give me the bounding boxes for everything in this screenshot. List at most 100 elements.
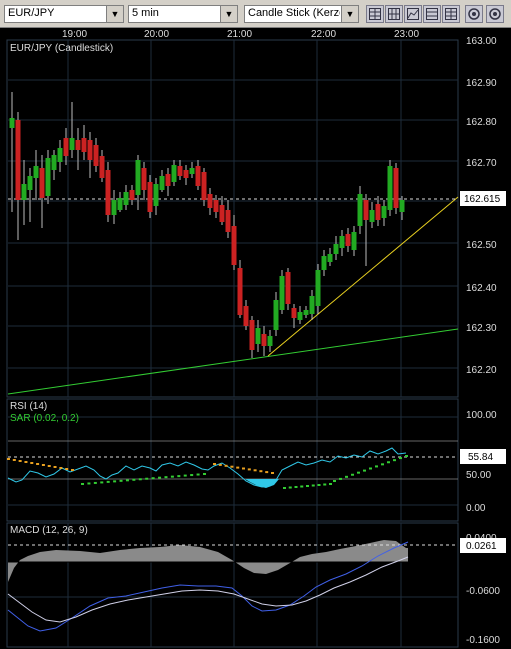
sar-dot (18, 460, 22, 462)
candle-body (147, 182, 153, 212)
candle-body (273, 300, 279, 330)
sar-dot (24, 461, 28, 463)
sar-dot (81, 483, 84, 485)
sar-dot (213, 463, 216, 465)
sar-dots (7, 455, 408, 489)
sar-dot (333, 480, 336, 482)
time-label: 21:00 (227, 29, 252, 40)
candle-body (309, 296, 315, 314)
interval-select[interactable]: 5 min ▼ (128, 5, 238, 23)
candle-body (225, 210, 231, 232)
chart-area[interactable]: 19:00 20:00 21:00 22:00 23:00 EUR/JPY (C… (0, 28, 511, 649)
sar-dot (253, 469, 257, 472)
price-pane-title: EUR/JPY (Candlestick) (10, 43, 113, 54)
candle-body (129, 190, 135, 200)
price-chart[interactable]: 19:00 20:00 21:00 22:00 23:00 EUR/JPY (C… (0, 28, 511, 649)
symbol-select[interactable]: EUR/JPY ▼ (4, 5, 124, 23)
sar-dot (59, 467, 63, 469)
candle-body (375, 204, 381, 220)
grid-toggle-button[interactable] (366, 5, 384, 23)
price-tick: 162.90 (466, 78, 497, 89)
support-trendline[interactable] (7, 328, 459, 395)
candle-body (351, 232, 357, 250)
candle-body (315, 270, 321, 306)
candle-body (15, 120, 21, 200)
sar-dot (230, 465, 234, 468)
candle-body (153, 184, 159, 206)
settings-icon (489, 8, 501, 20)
sar-dot (339, 477, 342, 480)
candle-body (111, 200, 117, 215)
sar-dot (399, 457, 402, 460)
sar-dot (317, 484, 321, 486)
sar-dot (259, 470, 263, 473)
candle-body (189, 168, 195, 174)
grid-icon (388, 8, 400, 20)
table-button[interactable] (442, 5, 460, 23)
candle-body (345, 234, 351, 246)
sar-dot (164, 476, 168, 479)
candle-body (321, 256, 327, 270)
time-axis: 19:00 20:00 21:00 22:00 23:00 (62, 29, 419, 40)
sar-dot (306, 485, 309, 487)
grid-icon (445, 8, 457, 20)
chart-toggle-icon (407, 8, 419, 20)
candle-body (291, 308, 297, 318)
sar-dot (300, 485, 304, 488)
time-label: 23:00 (394, 29, 419, 40)
indicator-button[interactable] (385, 5, 403, 23)
candle-body (183, 170, 189, 178)
chart-type-select[interactable]: Candle Stick (Kerze ▼ (244, 5, 359, 23)
sar-dot (190, 474, 194, 477)
macd-current-box (460, 538, 506, 553)
candle-body (135, 160, 141, 195)
sar-dot (36, 463, 40, 465)
sar-dot (7, 458, 10, 460)
settings-button[interactable] (486, 5, 504, 23)
sar-dot (196, 473, 200, 476)
candle-body (213, 200, 219, 212)
candle-body (243, 306, 249, 326)
layout-button[interactable] (423, 5, 441, 23)
sar-dot (387, 461, 390, 464)
candle-body (27, 176, 33, 190)
candles (9, 92, 405, 358)
sar-dot (357, 471, 360, 474)
chevron-down-icon[interactable]: ▼ (220, 6, 237, 22)
symbol-select-value: EUR/JPY (8, 7, 55, 19)
sar-dot (265, 471, 269, 474)
interval-select-value: 5 min (132, 7, 159, 19)
macd-tick: -0.1600 (466, 635, 500, 646)
candle-body (195, 166, 201, 186)
toolbar: EUR/JPY ▼ 5 min ▼ Candle Stick (Kerze ▼ (0, 0, 511, 28)
sar-dot (329, 483, 332, 485)
chevron-down-icon[interactable]: ▼ (106, 6, 123, 22)
macd-histogram (8, 540, 408, 582)
rsi-tick: 0.00 (466, 503, 486, 514)
sar-dot (242, 467, 245, 470)
candle-body (279, 276, 285, 310)
sar-dot (138, 478, 142, 481)
sar-dot (106, 480, 110, 483)
macd-tick: -0.0600 (466, 586, 500, 597)
sar-dot (119, 479, 123, 482)
sar-dot (271, 472, 274, 474)
sar-dot (53, 466, 57, 468)
candle-body (21, 184, 27, 200)
draw-tool-button[interactable] (404, 5, 422, 23)
sar-dot (405, 455, 408, 457)
rising-trendline[interactable] (267, 196, 459, 357)
price-tick: 162.50 (466, 240, 497, 251)
candle-body (45, 158, 51, 196)
candle-body (201, 172, 207, 200)
zoom-button[interactable] (465, 5, 483, 23)
candle-body (87, 140, 93, 160)
chevron-down-icon[interactable]: ▼ (341, 6, 358, 22)
candle-body (123, 192, 129, 205)
candle-body (363, 200, 369, 220)
zoom-icon (468, 8, 480, 20)
price-tick: 162.20 (466, 365, 497, 376)
sar-dot (170, 475, 174, 478)
sar-dot (183, 474, 187, 477)
candle-body (261, 334, 267, 346)
